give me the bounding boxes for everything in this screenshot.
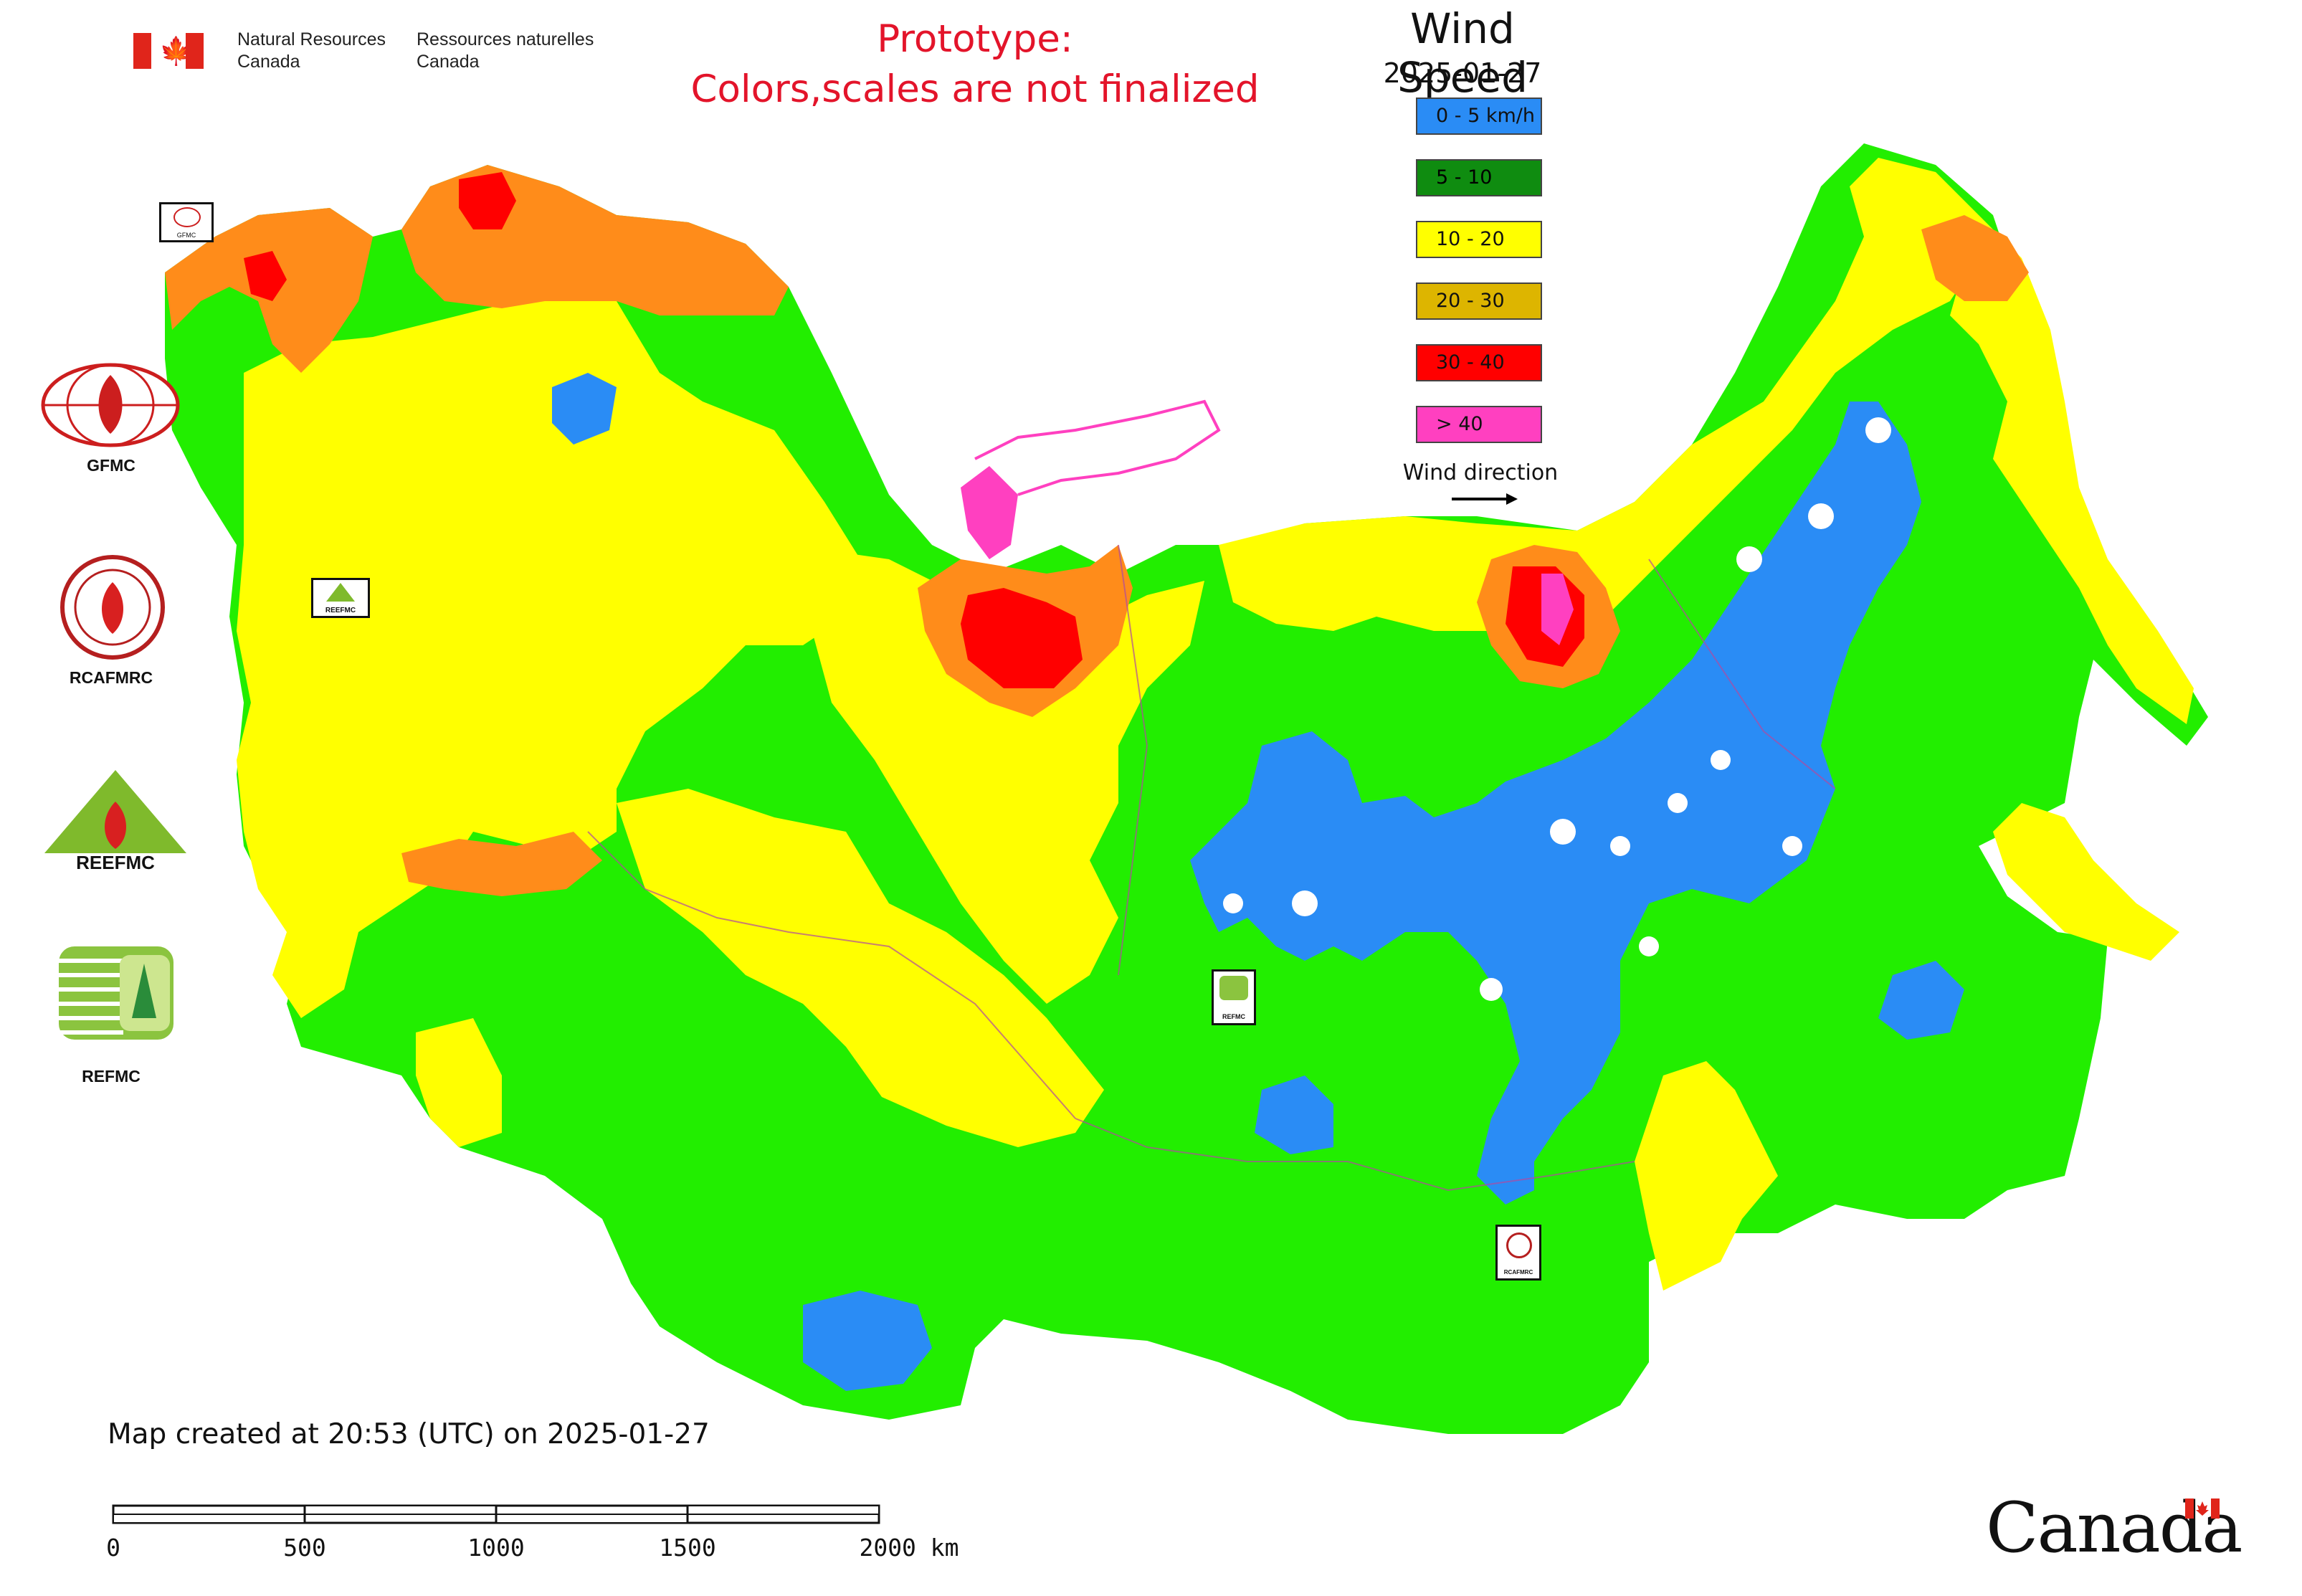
agency-name-en: Natural Resources Canada [237, 29, 386, 72]
zone-yellow-sakhalin [1635, 1061, 1778, 1291]
zone-yellow-kamchatka [1993, 803, 2179, 961]
refmc-logo-icon [59, 946, 173, 1040]
side-logo-label-rcafmrc: RCAFMRC [69, 668, 153, 687]
map-title: Wind Speed [1397, 4, 1528, 102]
zone-magenta-taymyr [1541, 574, 1574, 645]
legend-item-30-40: 30 - 40 [1416, 344, 1542, 381]
canada-wordmark-flag-icon [2185, 1498, 2220, 1519]
scale-tick-500: 500 [283, 1534, 326, 1562]
scale-bar: 0 500 1000 1500 2000 km [106, 1504, 959, 1562]
zone-orange-west-band [401, 832, 602, 896]
zone-blue-siberia [1190, 402, 1921, 1205]
scale-tick-1500: 1500 [659, 1534, 715, 1562]
novaya-zemlya [974, 399, 1221, 496]
no-data-spots [1223, 417, 1891, 1001]
map-date: 2025-01-27 [1383, 57, 1542, 89]
side-logo-label-gfmc: GFMC [87, 456, 135, 475]
legend-item-over-40: > 40 [1416, 406, 1542, 443]
boundaries [587, 544, 1836, 1192]
legend-item-5-10: 5 - 10 [1416, 159, 1542, 196]
zone-blue-karelia [552, 373, 617, 445]
zone-blue-baikal-west [1255, 1075, 1333, 1154]
scale-tick-0: 0 [106, 1534, 120, 1562]
zone-yellow-central [617, 789, 1104, 1147]
zone-yellow-east-north [1219, 158, 1979, 645]
zone-yellow-southwest [416, 1018, 502, 1147]
zone-blue-balkhash [803, 1291, 932, 1391]
gfmc-logo-icon [41, 363, 180, 447]
legend-item-20-30: 20 - 30 [1416, 282, 1542, 320]
zone-red-yamal [961, 588, 1083, 688]
nrcan-signature: 🍁 Natural Resources Canada Ressources nat… [133, 29, 607, 79]
svg-text:REEFMC: REEFMC [76, 852, 155, 873]
prototype-notice: Prototype: Colors,scales are not finaliz… [690, 17, 1260, 111]
canada-wordmark: Canada [1986, 1488, 2242, 1568]
reefmc-logo-icon: REEFMC [40, 770, 191, 873]
wind-direction-arrow-icon [1452, 493, 1518, 505]
canada-flag-icon: 🍁 [133, 33, 204, 69]
map-marker-rcafmrc: RCAFMRC [1495, 1225, 1541, 1281]
scale-tick-1000: 1000 [467, 1534, 524, 1562]
agency-name-fr: Ressources naturelles Canada [417, 29, 594, 72]
map-marker-refmc: REFMC [1212, 969, 1256, 1025]
zone-blue-sea-of-okhotsk-coast [1878, 961, 1964, 1040]
legend-item-0-5: 0 - 5 km/h [1416, 98, 1542, 135]
map-created-timestamp: Map created at 20:53 (UTC) on 2025-01-27 [108, 1418, 710, 1450]
zone-yellow-far-east [1950, 215, 2194, 724]
wind-direction-label: Wind direction [1402, 460, 1559, 485]
side-logo-label-refmc: REFMC [82, 1067, 141, 1086]
zone-yellow-west [237, 272, 860, 1018]
rcafmrc-logo-icon [60, 555, 165, 660]
zone-red-north [459, 172, 516, 229]
zone-red-finland [244, 251, 287, 301]
zone-magenta-novaya-zemlya [961, 466, 1018, 559]
map-marker-gfmc: GFMC [159, 202, 214, 242]
zone-orange-chukotka [1921, 215, 2029, 301]
scale-tick-2000: 2000 km [859, 1534, 959, 1562]
map-marker-reefmc: REEFMC [311, 578, 370, 618]
legend-item-10-20: 10 - 20 [1416, 221, 1542, 258]
